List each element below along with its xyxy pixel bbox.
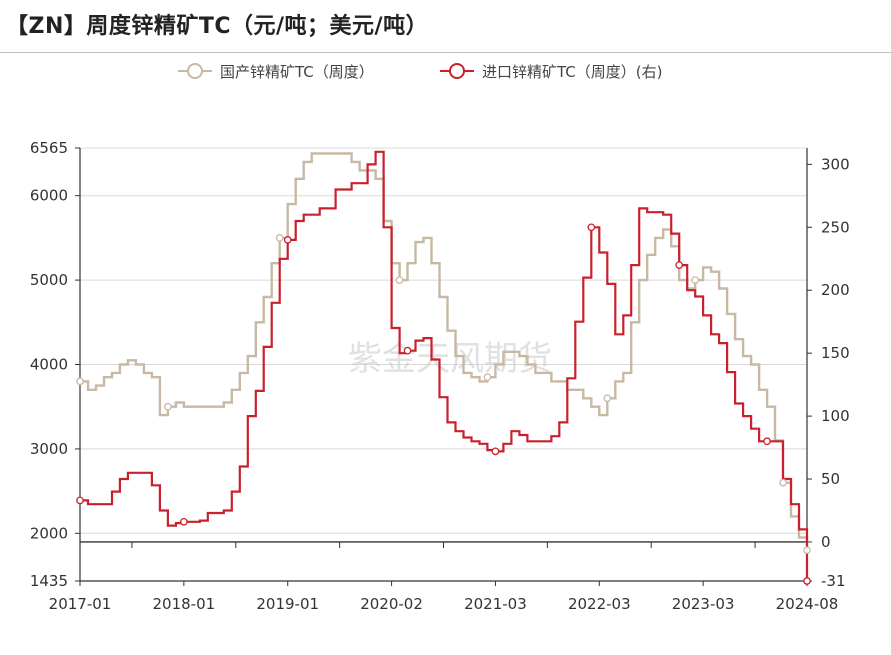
data-point (283, 236, 292, 244)
title-divider (0, 52, 891, 53)
right-tick-label: 50 (821, 470, 840, 488)
legend-label: 国产锌精矿TC（周度） (220, 63, 374, 81)
data-point (403, 346, 412, 355)
data-point (164, 402, 172, 411)
series-markers (76, 223, 811, 585)
legend-label: 进口锌精矿TC（周度）(右) (482, 63, 662, 81)
legend-item-imported[interactable]: 进口锌精矿TC（周度）(右) (440, 63, 662, 81)
right-tick-label: 250 (821, 218, 850, 236)
data-point (491, 447, 500, 456)
data-point (675, 261, 684, 269)
data-point (275, 234, 284, 242)
right-tick-label: -31 (821, 572, 846, 590)
left-tick-label: 6000 (30, 187, 68, 205)
data-point (763, 437, 771, 446)
left-tick-label: 6565 (30, 139, 68, 157)
data-point (779, 478, 787, 487)
watermark-text: 紫金天风期货 (348, 339, 552, 379)
data-point (76, 496, 84, 505)
data-point (395, 276, 404, 284)
data-point (180, 517, 188, 526)
right-tick-label: 300 (821, 155, 850, 173)
data-point (803, 577, 811, 585)
x-tick-label: 2020-02 (360, 595, 423, 613)
data-point (76, 377, 84, 386)
chart-title: 【ZN】周度锌精矿TC（元/吨；美元/吨） (6, 14, 429, 39)
x-tick-label: 2017-01 (49, 595, 112, 613)
x-tick-label: 2023-03 (672, 595, 735, 613)
data-point (803, 546, 811, 555)
series-line-domestic (80, 152, 809, 551)
x-tick-label: 2018-01 (153, 595, 216, 613)
data-point (483, 373, 492, 382)
legend-item-domestic[interactable]: 国产锌精矿TC（周度） (178, 63, 374, 81)
right-tick-label: 0 (821, 533, 831, 551)
left-tick-label: 2000 (30, 524, 68, 542)
data-point (587, 223, 596, 232)
left-tick-label: 5000 (30, 271, 68, 289)
left-tick-label: 3000 (30, 440, 68, 458)
legend[interactable]: 国产锌精矿TC（周度） 进口锌精矿TC（周度）(右) (178, 63, 662, 81)
right-tick-label: 150 (821, 344, 850, 362)
left-tick-label: 1435 (30, 572, 68, 590)
x-tick-label: 2021-03 (464, 595, 527, 613)
legend-swatch-marker (449, 63, 465, 79)
series-lines (80, 150, 809, 581)
data-point (603, 394, 612, 403)
legend-swatch-marker (187, 63, 203, 79)
left-tick-label: 4000 (30, 356, 68, 374)
x-tick-label: 2024-08 (776, 595, 839, 613)
right-tick-label: 200 (821, 281, 850, 299)
data-point (691, 276, 700, 284)
series-line-imported (80, 150, 809, 581)
x-tick-label: 2019-01 (256, 595, 319, 613)
right-tick-label: 100 (821, 407, 850, 425)
x-tick-label: 2022-03 (568, 595, 631, 613)
axes: 1435 2000 3000 4000 5000 6000 6565 -31 0 50 100 150… (30, 139, 850, 613)
